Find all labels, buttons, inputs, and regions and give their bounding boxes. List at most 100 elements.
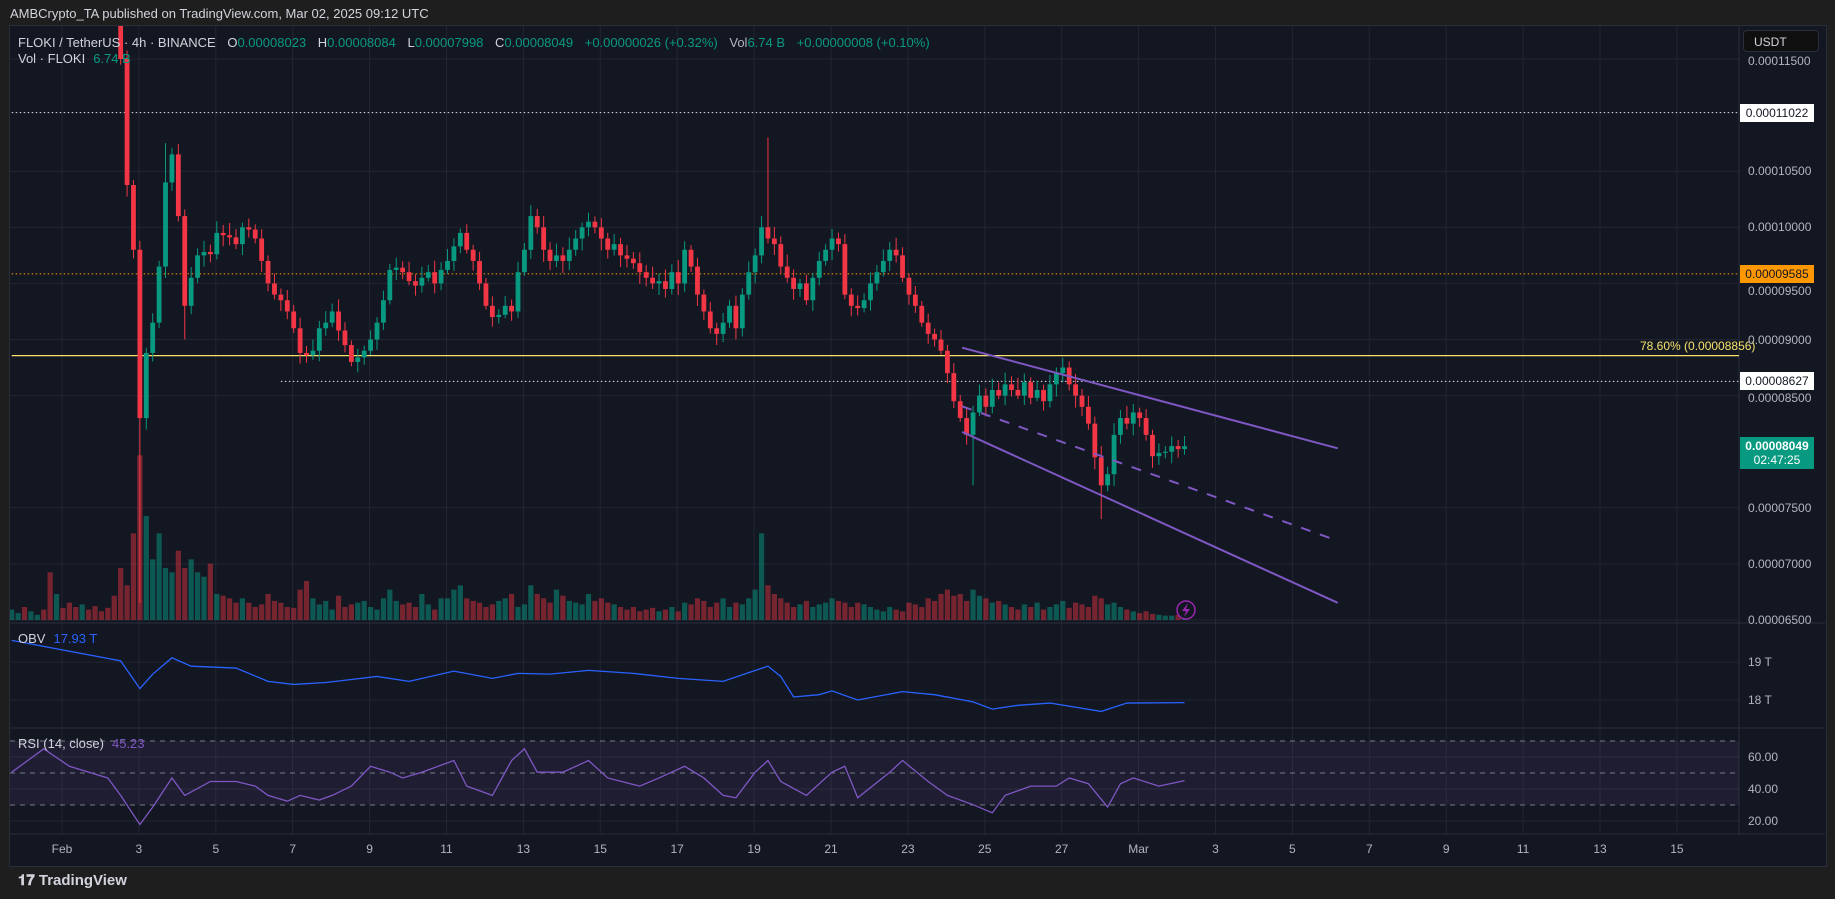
candle-body bbox=[445, 260, 450, 270]
price-tick-label: 0.00007500 bbox=[1748, 500, 1812, 515]
candle-body bbox=[1047, 384, 1053, 402]
volume-bar bbox=[265, 593, 271, 620]
rsi-tick-label: 40.00 bbox=[1748, 782, 1779, 796]
candle-body bbox=[163, 182, 168, 267]
tradingview-logo[interactable]: 𝟏𝟕 TradingView bbox=[18, 872, 127, 889]
volume-bar bbox=[1111, 602, 1117, 620]
candle-body bbox=[579, 227, 585, 239]
vol-label: Vol bbox=[729, 35, 748, 50]
volume-bar bbox=[342, 606, 348, 620]
volume-bar bbox=[598, 598, 604, 620]
candle-body bbox=[791, 277, 796, 290]
date-tick-label: 17 bbox=[670, 842, 684, 856]
obv-legend[interactable]: OBV 17.93 T bbox=[18, 631, 97, 646]
candle-body bbox=[175, 154, 181, 217]
volume-bar bbox=[470, 600, 476, 620]
candle-body bbox=[195, 255, 200, 278]
candle-body bbox=[233, 237, 239, 245]
date-tick-label: 11 bbox=[440, 842, 453, 856]
candle-body bbox=[925, 322, 931, 334]
rsi-legend[interactable]: RSI (14, close) 45.23 bbox=[18, 736, 145, 751]
candle-body bbox=[425, 272, 431, 278]
pane-separators bbox=[10, 26, 1825, 835]
channel-middle-line[interactable] bbox=[961, 405, 1339, 542]
volume-bar bbox=[855, 602, 861, 620]
descending-channel[interactable] bbox=[961, 346, 1339, 604]
date-tick-label: 3 bbox=[135, 842, 143, 856]
volume-bar bbox=[457, 585, 463, 620]
volume-bar bbox=[560, 595, 566, 620]
candle-body bbox=[252, 229, 258, 239]
volume-bar bbox=[1060, 600, 1066, 620]
symbol-legend[interactable]: FLOKI / TetherUS · 4h · BINANCE O0.00008… bbox=[18, 35, 930, 50]
volume-bar bbox=[842, 602, 848, 620]
price-tick-label: 0.00009500 bbox=[1748, 283, 1812, 298]
price-tick-label: 0.00008500 bbox=[1748, 391, 1812, 406]
volume-bar bbox=[803, 600, 810, 620]
volume-bar bbox=[182, 567, 188, 620]
candle-body bbox=[451, 246, 457, 261]
candle-body bbox=[1053, 373, 1059, 385]
volume-bar bbox=[656, 611, 662, 620]
candle-body bbox=[752, 255, 758, 273]
volume-indicator-label: Vol · FLOKI bbox=[18, 51, 86, 66]
candle-body bbox=[323, 322, 329, 329]
candle-body bbox=[855, 305, 861, 309]
candle-body bbox=[496, 314, 502, 318]
volume-bar bbox=[162, 567, 169, 620]
open-label: O bbox=[227, 35, 238, 50]
volume-bar bbox=[41, 609, 47, 620]
volume-bar bbox=[624, 609, 630, 620]
volume-bar bbox=[368, 606, 374, 620]
candle-body bbox=[1041, 389, 1046, 402]
volume-bar bbox=[848, 606, 854, 620]
volume-bar bbox=[355, 602, 361, 620]
volume-bar bbox=[1066, 607, 1072, 620]
channel-upper-line[interactable] bbox=[961, 346, 1338, 450]
volume-bar bbox=[1169, 615, 1175, 620]
volume-bar bbox=[1092, 595, 1098, 620]
candle-body bbox=[246, 227, 252, 230]
volume-bar bbox=[726, 606, 733, 620]
candle-body bbox=[502, 305, 508, 315]
candle-body bbox=[374, 322, 380, 340]
volume-bar bbox=[1047, 606, 1053, 620]
candle-body bbox=[688, 249, 694, 267]
volume-bar bbox=[169, 572, 175, 620]
candle-body bbox=[560, 255, 566, 261]
date-tick-label: 7 bbox=[289, 842, 297, 856]
price-tick-label: 0.00010500 bbox=[1748, 164, 1812, 179]
currency-button[interactable]: USDT bbox=[1743, 30, 1819, 52]
chart-frame[interactable] bbox=[9, 25, 1827, 867]
symbol-title[interactable]: FLOKI / TetherUS · 4h · BINANCE bbox=[18, 35, 216, 50]
candle-body bbox=[912, 294, 918, 306]
candle-body bbox=[906, 277, 912, 295]
candle-body bbox=[393, 267, 399, 270]
candle-body bbox=[1137, 412, 1143, 419]
volume-bar bbox=[521, 604, 528, 620]
change-value: +0.00000026 (+0.32%) bbox=[584, 35, 718, 50]
candle-body bbox=[169, 154, 175, 183]
candle-body bbox=[1150, 434, 1155, 457]
volume-bar bbox=[637, 611, 643, 620]
candle-body bbox=[272, 283, 277, 295]
volume-bar bbox=[316, 604, 322, 620]
channel-lower-line[interactable] bbox=[961, 431, 1339, 604]
candle-body bbox=[784, 266, 790, 278]
volume-bar bbox=[1162, 615, 1168, 620]
candle-body bbox=[387, 269, 393, 301]
date-tick-label: 15 bbox=[1670, 842, 1684, 856]
candle-body bbox=[336, 311, 341, 331]
volume-legend[interactable]: Vol · FLOKI 6.74 B bbox=[18, 51, 131, 66]
candle-body bbox=[400, 267, 406, 273]
volume-bar bbox=[989, 602, 995, 620]
candle-body bbox=[675, 272, 681, 284]
candle-body bbox=[650, 277, 655, 284]
candle-body bbox=[707, 311, 713, 329]
candle-body bbox=[611, 244, 617, 250]
candle-body bbox=[1028, 382, 1034, 398]
volume-bar bbox=[906, 602, 912, 620]
lightning-icon[interactable] bbox=[1176, 600, 1196, 620]
volume-bar bbox=[509, 593, 515, 620]
